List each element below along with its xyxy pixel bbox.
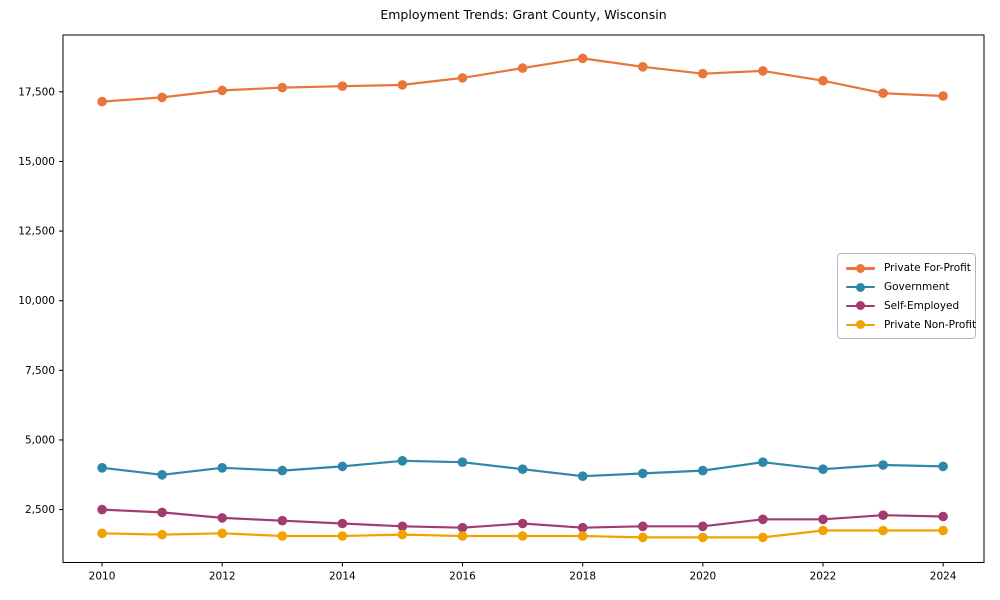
data-point (638, 62, 648, 72)
data-point (758, 532, 768, 543)
data-point (878, 88, 888, 98)
data-point (457, 531, 468, 541)
line-marker-icon (846, 263, 875, 274)
data-point (217, 528, 227, 539)
data-point (577, 531, 588, 541)
y-tick-label: 7,500 (25, 365, 55, 377)
data-point (397, 456, 408, 466)
data-point (457, 73, 468, 83)
data-point (638, 532, 648, 543)
y-tick-label: 12,500 (18, 226, 55, 238)
legend-label: Self-Employed (884, 299, 960, 312)
data-point (397, 529, 408, 540)
chart-title: Employment Trends: Grant County, Wiscons… (380, 7, 667, 22)
data-point (878, 460, 888, 470)
data-point (157, 507, 167, 518)
data-point (758, 457, 768, 468)
y-tick-label: 10,000 (18, 295, 55, 307)
data-point (938, 511, 948, 522)
data-point (938, 91, 948, 101)
data-point (517, 63, 528, 73)
legend-item-government: Government (846, 278, 969, 297)
data-point (157, 529, 167, 540)
data-point (517, 464, 528, 475)
legend-item-self-employed: Self-Employed (846, 297, 969, 316)
data-point (577, 53, 588, 64)
data-point (758, 514, 768, 525)
line-marker-icon (846, 300, 875, 311)
data-point (337, 518, 348, 529)
x-tick-label: 2012 (209, 571, 236, 583)
y-tick-label: 15,000 (18, 156, 55, 168)
data-point (457, 522, 468, 533)
legend-label: Private Non-Profit (884, 318, 977, 331)
data-point (878, 510, 888, 520)
data-point (97, 528, 107, 539)
data-point (277, 82, 288, 93)
data-point (818, 75, 828, 86)
data-point (217, 463, 227, 473)
data-point (758, 66, 768, 76)
data-point (397, 521, 408, 532)
data-point (698, 532, 708, 543)
data-point (698, 521, 708, 532)
data-point (938, 525, 948, 536)
data-point (577, 522, 588, 533)
data-point (818, 514, 828, 525)
data-point (277, 531, 288, 541)
data-point (217, 513, 227, 523)
x-tick-label: 2018 (569, 571, 596, 583)
data-point (157, 470, 167, 480)
y-tick-label: 17,500 (18, 86, 55, 98)
data-point (337, 461, 348, 472)
data-point (517, 531, 528, 541)
data-point (157, 92, 167, 103)
plot-frame (62, 34, 985, 563)
data-point (938, 461, 948, 472)
data-point (457, 457, 468, 468)
y-tick-label: 5,000 (25, 434, 55, 446)
x-tick-label: 2016 (449, 571, 476, 583)
data-point (337, 531, 348, 541)
data-point (337, 81, 348, 91)
data-point (577, 471, 588, 482)
legend-item-private-for-profit: Private For-Profit (846, 259, 971, 278)
x-tick-label: 2010 (89, 571, 116, 583)
data-point (878, 525, 888, 536)
line-marker-icon (846, 319, 875, 330)
data-point (217, 85, 227, 96)
data-point (97, 463, 107, 473)
data-point (397, 80, 408, 90)
data-point (818, 464, 828, 475)
x-tick-label: 2020 (689, 571, 716, 583)
data-point (277, 465, 288, 476)
legend-label: Government (884, 281, 950, 294)
legend-item-private-non-profit: Private Non-Profit (846, 315, 976, 334)
data-point (638, 521, 648, 532)
legend-label: Private For-Profit (884, 262, 971, 275)
data-point (517, 518, 528, 529)
x-tick-label: 2024 (930, 571, 957, 583)
data-point (277, 515, 288, 526)
data-point (97, 96, 107, 107)
data-point (698, 68, 708, 79)
legend: Private For-Profit Government Self-Emplo… (837, 253, 976, 339)
data-point (97, 504, 107, 515)
x-tick-label: 2014 (329, 571, 356, 583)
data-point (638, 468, 648, 479)
data-point (818, 525, 828, 536)
x-tick-label: 2022 (810, 571, 837, 583)
y-tick-label: 2,500 (25, 504, 55, 516)
line-marker-icon (846, 282, 875, 293)
data-point (698, 465, 708, 476)
